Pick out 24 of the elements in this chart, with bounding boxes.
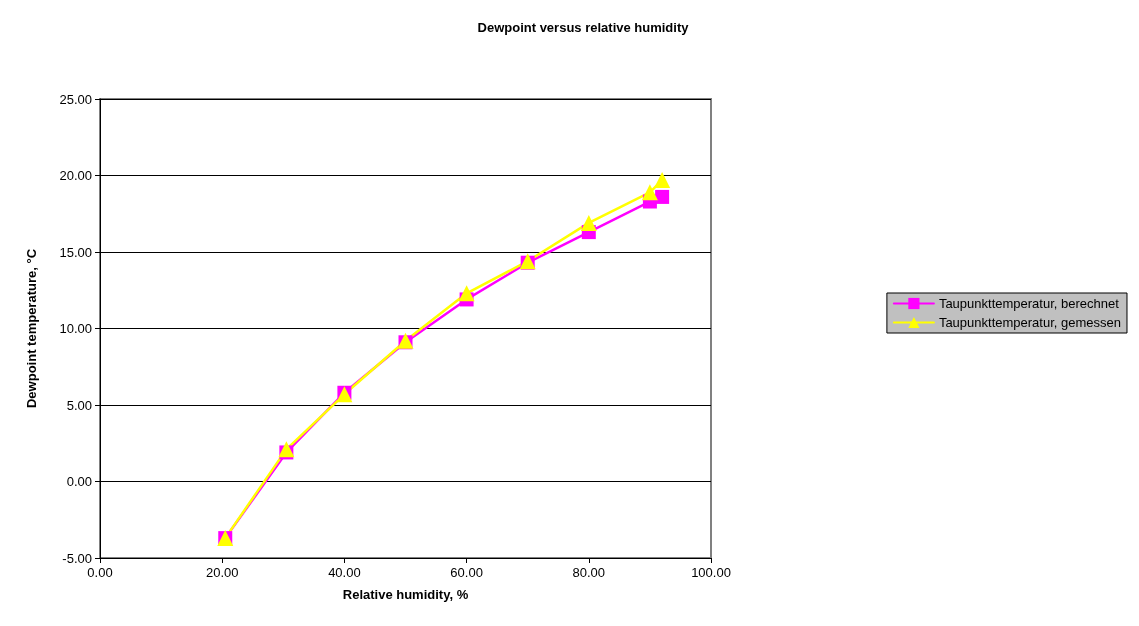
legend-label: Taupunkttemperatur, berechnet xyxy=(938,296,1120,311)
x-tick-label: 0.00 xyxy=(87,565,113,580)
y-tick-label: 20.00 xyxy=(59,168,92,183)
point xyxy=(458,285,475,302)
y-axis-title: Dewpoint temperature, °C xyxy=(24,248,39,409)
x-tick-label: 40.00 xyxy=(328,565,361,580)
y-tick-label: -5.00 xyxy=(62,550,92,566)
y-tick-label: 15.00 xyxy=(59,244,92,260)
point xyxy=(654,172,671,189)
chart-title: Dewpoint versus relative humidity xyxy=(477,20,690,35)
y-tick-label: 10.00 xyxy=(59,321,92,336)
x-tick-label: 60.00 xyxy=(450,565,483,580)
point xyxy=(580,214,597,231)
y-tick-label: 0.00 xyxy=(66,474,92,489)
x-tick-label: 80.00 xyxy=(572,565,606,580)
point xyxy=(278,441,295,458)
x-axis-title: Relative humidity, % xyxy=(342,587,469,602)
x-tick-label: 100.00 xyxy=(691,565,731,580)
y-tick-label: 25.00 xyxy=(59,91,92,107)
legend-label: Taupunkttemperatur, gemessen xyxy=(938,315,1121,330)
point xyxy=(641,184,658,201)
point xyxy=(655,189,670,204)
y-tick-label: 5.00 xyxy=(66,397,92,413)
x-tick-label: 20.00 xyxy=(205,565,239,580)
